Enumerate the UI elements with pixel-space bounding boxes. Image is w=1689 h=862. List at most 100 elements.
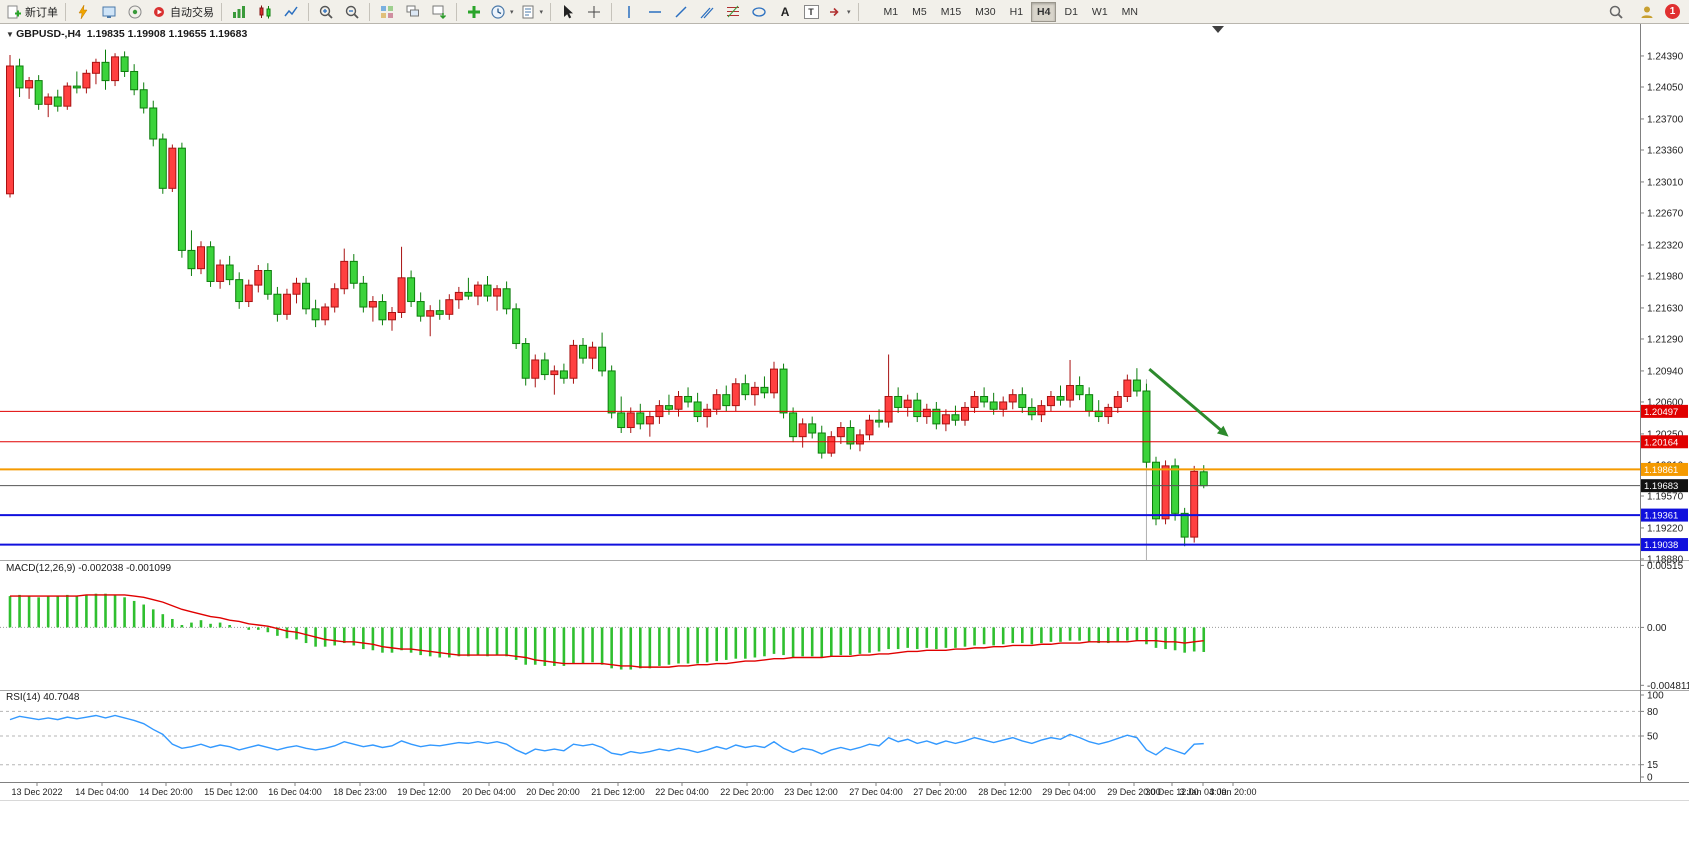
horizontal-line-button[interactable] [642,1,668,23]
cursor-button[interactable] [555,1,581,23]
label-tool-letter: T [803,4,819,19]
svg-text:1.22670: 1.22670 [1647,208,1684,219]
svg-text:1.22320: 1.22320 [1647,240,1684,251]
vertical-line-button[interactable] [616,1,642,23]
tile-windows-icon [379,4,395,20]
svg-text:27 Dec 20:00: 27 Dec 20:00 [913,787,967,797]
cursor-icon [560,4,576,20]
community-button[interactable] [1634,1,1660,23]
svg-text:1.20600: 1.20600 [1647,397,1684,408]
timeframe-buttons: M1 M5 M15 M30 H1 H4 D1 W1 MN [877,1,1145,22]
svg-text:1.19220: 1.19220 [1647,523,1684,534]
add-indicator-button[interactable] [461,1,487,23]
svg-text:1.21630: 1.21630 [1647,303,1684,314]
toolbar-separator [456,2,457,21]
zoom-out-button[interactable] [339,1,365,23]
svg-text:3 Jan 04:00: 3 Jan 04:00 [1179,787,1226,797]
chevron-down-icon: ▾ [847,8,851,16]
toolbar-separator [611,2,613,21]
market-watch-button[interactable] [96,1,122,23]
svg-text:22 Dec 04:00: 22 Dec 04:00 [655,787,709,797]
auto-trading-label: 自动交易 [170,6,214,19]
shapes-button[interactable] [746,1,772,23]
one-click-trading-toggle[interactable]: ▼ [6,30,17,39]
channel-button[interactable] [694,1,720,23]
svg-text:28 Dec 12:00: 28 Dec 12:00 [978,787,1032,797]
svg-text:50: 50 [1647,732,1659,743]
toolbar-separator [550,2,552,21]
horizontal-line-icon [647,4,663,20]
chart-ohlc: 1.19835 1.19908 1.19655 1.19683 [86,28,248,40]
lightning-icon [75,4,91,20]
quick-trade-button[interactable] [70,1,96,23]
main-toolbar: 新订单 自动交易 ▾ ▾ A T ▾ M1 M5 M15 M30 H1 H4 D1 W1 MN … [0,0,1689,24]
auto-trading-icon [151,4,167,20]
periods-button[interactable]: ▾ [487,1,517,23]
svg-text:1.19683: 1.19683 [1644,481,1678,492]
auto-trading-button[interactable]: 自动交易 [148,1,217,23]
chevron-down-icon: ▾ [539,8,544,16]
svg-text:15: 15 [1647,760,1659,771]
bar-chart-button[interactable] [226,1,252,23]
template-icon [520,4,536,20]
label-button[interactable]: T [798,1,824,23]
chart-canvas[interactable]: 1.24390 1.24050 1.23700 1.23360 1.23010 1.226… [0,24,1689,862]
svg-text:19 Dec 12:00: 19 Dec 12:00 [397,787,451,797]
svg-text:20 Dec 20:00: 20 Dec 20:00 [526,787,580,797]
svg-text:100: 100 [1647,691,1664,702]
search-button[interactable] [1603,1,1629,23]
toolbar-separator [308,2,309,21]
svg-text:1.21980: 1.21980 [1647,271,1684,282]
svg-text:14 Dec 04:00: 14 Dec 04:00 [75,787,129,797]
crosshair-icon [586,4,602,20]
monitor-icon [101,4,117,20]
svg-text:15 Dec 12:00: 15 Dec 12:00 [204,787,258,797]
crosshair-button[interactable] [581,1,607,23]
vertical-line-icon [621,4,637,20]
svg-text:30 Dec 12:00: 30 Dec 12:00 [1145,787,1199,797]
svg-text:1.19038: 1.19038 [1644,540,1678,551]
templates-button[interactable]: ▾ [517,1,547,23]
tf-button-D1[interactable]: D1 [1064,5,1078,18]
new-order-button[interactable]: 新订单 [3,1,61,23]
svg-text:1.24050: 1.24050 [1647,82,1684,93]
new-order-icon [6,4,22,20]
cascade-windows-button[interactable] [400,1,426,23]
toolbar-separator [65,2,66,21]
candlestick-chart-button[interactable] [252,1,278,23]
svg-text:0.00515: 0.00515 [1647,561,1684,572]
channel-icon [699,4,715,20]
tf-button-M30[interactable]: M30 [975,5,996,18]
svg-text:1.23700: 1.23700 [1647,114,1684,125]
notification-badge[interactable]: 1 [1665,4,1680,19]
tf-button-W1[interactable]: W1 [1091,5,1108,18]
svg-text:18 Dec 23:00: 18 Dec 23:00 [333,787,387,797]
tile-windows-button[interactable] [374,1,400,23]
tf-button-H1[interactable]: H1 [1009,5,1024,18]
candlestick-icon [257,4,273,20]
tf-button-M5[interactable]: M5 [912,5,927,18]
zoom-in-button[interactable] [313,1,339,23]
svg-text:21 Dec 12:00: 21 Dec 12:00 [591,787,645,797]
svg-text:20 Dec 04:00: 20 Dec 04:00 [462,787,516,797]
svg-text:1.20940: 1.20940 [1647,366,1684,377]
tf-button-H4[interactable]: H4 [1031,1,1057,22]
svg-text:1.19570: 1.19570 [1647,492,1684,503]
chevron-down-icon: ▾ [510,8,514,16]
fibonacci-button[interactable] [720,1,746,23]
text-button[interactable]: A [772,1,798,23]
trendline-button[interactable] [668,1,694,23]
line-chart-button[interactable] [278,1,304,23]
svg-text:1.20164: 1.20164 [1644,437,1678,448]
tf-button-MN[interactable]: MN [1121,5,1139,18]
clock-icon [490,4,506,20]
zoom-in-icon [318,4,334,20]
rsi-indicator-label: RSI(14) 40.7048 [6,692,80,703]
tf-button-M15[interactable]: M15 [940,5,962,18]
tf-button-M1[interactable]: M1 [883,5,899,18]
svg-text:22 Dec 20:00: 22 Dec 20:00 [720,787,774,797]
arrange-windows-icon [431,4,447,20]
arrange-windows-button[interactable] [426,1,452,23]
signals-button[interactable] [122,1,148,23]
arrows-button[interactable]: ▾ [824,1,854,23]
